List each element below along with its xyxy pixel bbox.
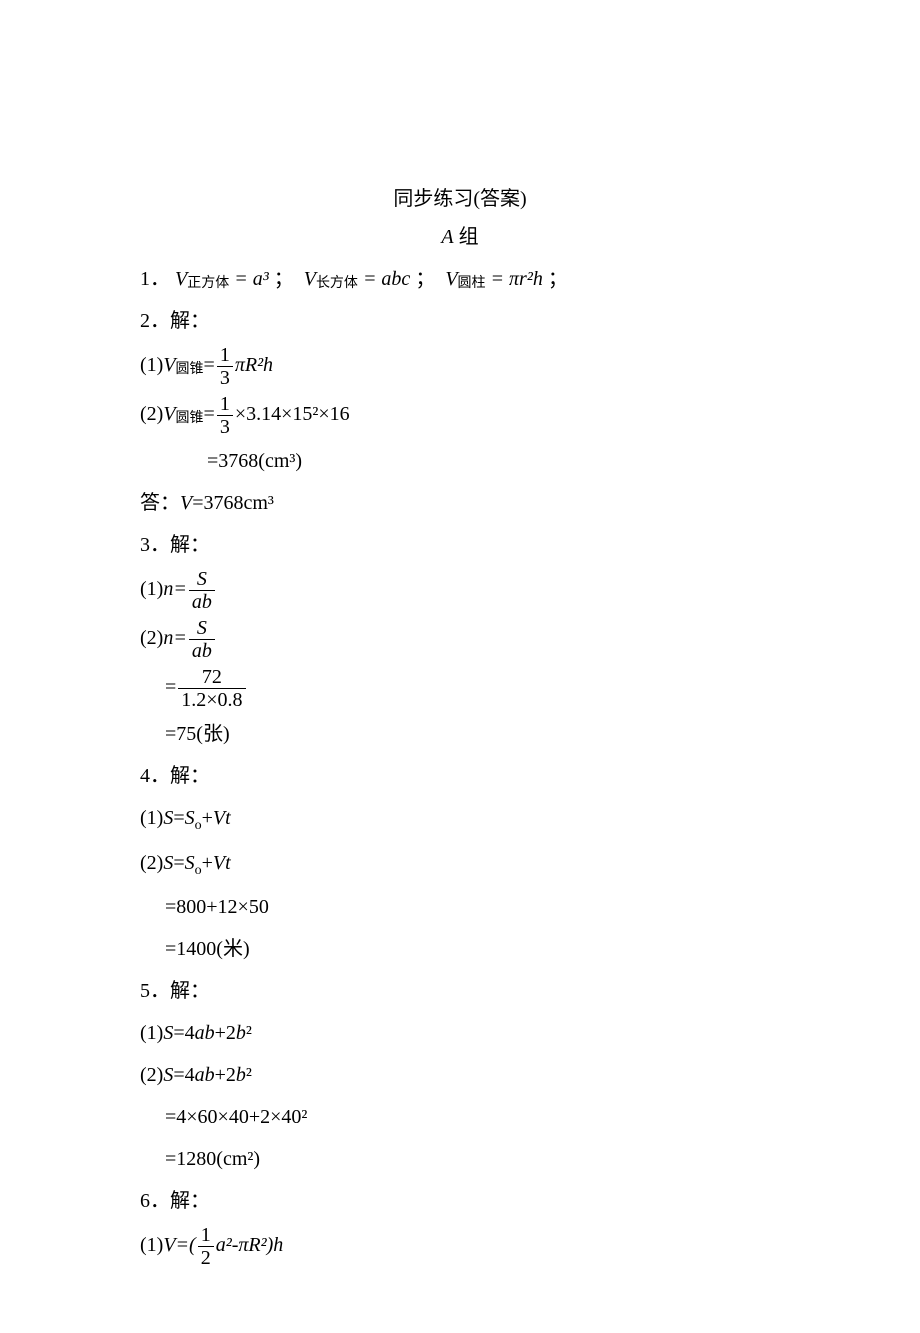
q3-l1-num: S (189, 568, 215, 590)
page: 同步练习(答案) A 组 1． V正方体 = a³ ； V长方体 = abc ；… (0, 0, 920, 1333)
q2-l2-rest: ×3.14×15²×16 (235, 403, 350, 425)
q2-l2-eq: = (204, 403, 215, 425)
q1-p1-rhs: = a³ (229, 268, 269, 290)
q3-line2: (2)n=Sab (140, 617, 780, 662)
q4-line3: =800+12×50 (140, 888, 780, 926)
q3-l2-den: ab (189, 639, 215, 662)
q3-l3-frac: 721.2×0.8 (178, 666, 245, 711)
q6-l1-prefix: (1) (140, 1234, 163, 1256)
q2-line3: =3768(cm³) (140, 442, 780, 480)
q2-line2: (2)V圆锥=13×3.14×15²×16 (140, 393, 780, 438)
q2-l2-den: 3 (217, 415, 233, 438)
q2-l1-rest: πR²h (235, 354, 273, 376)
q2-l1-den: 3 (217, 366, 233, 389)
q1-p3-v: V (445, 268, 457, 290)
q3-l3-den: 1.2×0.8 (178, 688, 245, 711)
q6-l1-frac: 12 (198, 1224, 214, 1269)
q2-answer-text: 答：V=3768cm³ (140, 492, 274, 514)
q2-l2-v: V (163, 403, 175, 425)
q5-line3: =4×60×40+2×40² (140, 1098, 780, 1136)
q2-l2-sub: 圆锥 (176, 411, 204, 426)
q4-header: 4．解： (140, 757, 780, 795)
q5-line2: (2)S=4ab+2b² (140, 1056, 780, 1094)
q2-l3-text: =3768(cm³) (207, 450, 302, 472)
q1-sep2: ； (415, 268, 435, 290)
q1-p2-rhs: = abc (358, 268, 410, 290)
q1-sep3: ； (548, 268, 568, 290)
q3-l3-num: 72 (178, 666, 245, 688)
q2-l1-sub: 圆锥 (176, 362, 204, 377)
q2-l1-v: V (163, 354, 175, 376)
q5-header: 5．解： (140, 972, 780, 1010)
q4-line2: (2)S=So+Vt (140, 844, 780, 885)
q3-line3: =721.2×0.8 (140, 666, 780, 711)
q3-l1-den: ab (189, 590, 215, 613)
group-label: A 组 (140, 218, 780, 256)
q6-l1-den: 2 (198, 1246, 214, 1269)
q6-l1-num: 1 (198, 1224, 214, 1246)
q1-p1-sub: 正方体 (187, 276, 229, 291)
q3-l1-lhs: n= (163, 578, 187, 600)
q2-l2-prefix: (2) (140, 403, 163, 425)
q1-p1-v: V (175, 268, 187, 290)
group-label-italic: A (441, 226, 453, 248)
q1-sep1: ； (274, 268, 294, 290)
q3-l3-eq: = (165, 676, 176, 698)
q2-l1-eq: = (204, 354, 215, 376)
q6-header: 6．解： (140, 1182, 780, 1220)
q6-l1-lhs: V=( (163, 1234, 195, 1256)
q5-line4: =1280(cm²) (140, 1140, 780, 1178)
q1-p3-rhs: = πr²h (486, 268, 543, 290)
q3-l2-prefix: (2) (140, 627, 163, 649)
q3-l2-num: S (189, 617, 215, 639)
q2-header: 2．解： (140, 302, 780, 340)
q5-l3-text: =4×60×40+2×40² (165, 1106, 307, 1128)
q1-p2-sub: 长方体 (316, 276, 358, 291)
q3-header: 3．解： (140, 526, 780, 564)
q4-l3-text: =800+12×50 (165, 896, 269, 918)
q3-l1-prefix: (1) (140, 578, 163, 600)
q3-l2-lhs: n= (163, 627, 187, 649)
q2-l2-frac: 13 (217, 393, 233, 438)
q5-line1: (1)S=4ab+2b² (140, 1014, 780, 1052)
q3-l2-frac: Sab (189, 617, 215, 662)
q1: 1． V正方体 = a³ ； V长方体 = abc ； V圆柱 = πr²h ； (140, 260, 780, 298)
q3-line1: (1)n=Sab (140, 568, 780, 613)
q6-l1-mid: a²-πR²)h (216, 1234, 284, 1256)
q3-l1-frac: Sab (189, 568, 215, 613)
q6-line1: (1)V=(12a²-πR²)h (140, 1224, 780, 1269)
q2-l1-frac: 13 (217, 344, 233, 389)
q1-p3-sub: 圆柱 (458, 276, 486, 291)
q3-l4-text: =75(张) (165, 723, 230, 745)
group-label-rest: 组 (454, 226, 479, 248)
q2-line1: (1)V圆锥=13πR²h (140, 344, 780, 389)
q2-l1-num: 1 (217, 344, 233, 366)
q2-l2-num: 1 (217, 393, 233, 415)
q1-prefix: 1． (140, 268, 170, 290)
q5-l4-text: =1280(cm²) (165, 1148, 260, 1170)
q3-line4: =75(张) (140, 715, 780, 753)
q4-line4: =1400(米) (140, 930, 780, 968)
q4-line1: (1)S=So+Vt (140, 799, 780, 840)
page-title: 同步练习(答案) (140, 180, 780, 218)
q1-p2-v: V (304, 268, 316, 290)
q2-l1-prefix: (1) (140, 354, 163, 376)
q4-l4-text: =1400(米) (165, 938, 250, 960)
q2-answer: 答：V=3768cm³ (140, 484, 780, 522)
